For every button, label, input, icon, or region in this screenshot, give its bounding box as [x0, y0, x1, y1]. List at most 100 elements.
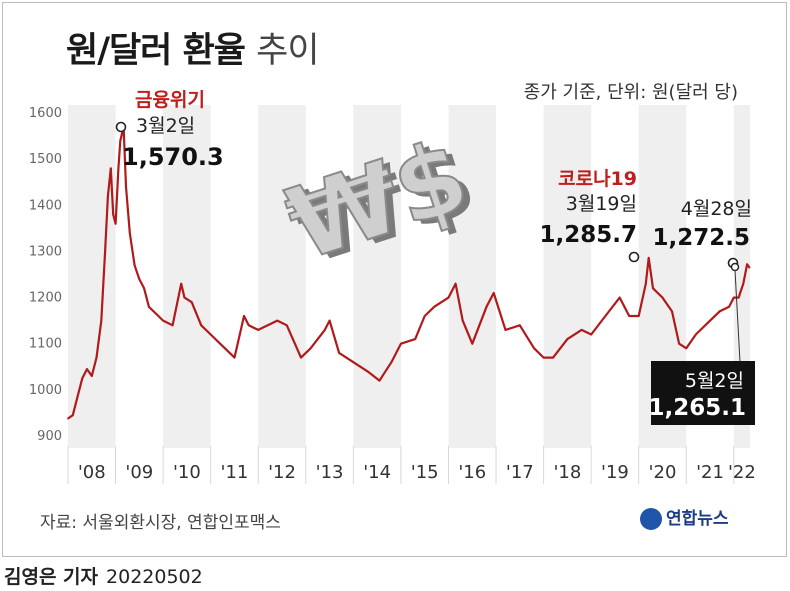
data-point — [125, 185, 127, 188]
data-point — [732, 296, 735, 299]
reporter-line: 김영은 기자 20220502 — [4, 562, 203, 589]
data-point — [454, 282, 457, 285]
yonhap-logo: 연합뉴스 — [640, 504, 729, 530]
x-tick-label: '17 — [506, 462, 534, 483]
annotation-corona-date: 3월19일 — [566, 193, 637, 215]
x-tick-label: '08 — [78, 462, 106, 483]
data-point — [209, 333, 212, 336]
y-tick-label: 1600 — [29, 106, 62, 121]
data-point — [233, 356, 236, 359]
data-point — [243, 315, 245, 317]
year-band — [543, 105, 592, 448]
data-point — [748, 266, 751, 269]
y-tick-label: 1200 — [29, 291, 62, 306]
page-title: 원/달러 환율 추이 — [66, 22, 320, 73]
x-tick-label: '21 — [696, 462, 724, 483]
data-point — [323, 329, 326, 331]
data-point — [200, 324, 203, 327]
x-tick-label: '10 — [173, 462, 201, 483]
data-point — [143, 287, 146, 290]
data-point — [492, 292, 495, 294]
x-tick-label: '14 — [363, 462, 391, 483]
marker-latest — [730, 262, 740, 272]
data-point — [90, 375, 93, 377]
data-point — [737, 296, 740, 299]
x-tick-label: '16 — [458, 462, 486, 483]
data-point — [471, 342, 474, 345]
data-point — [152, 310, 155, 313]
data-point — [71, 414, 74, 417]
data-point — [162, 319, 165, 322]
y-tick-label: 1000 — [29, 383, 62, 398]
publish-date: 20220502 — [106, 566, 203, 588]
data-point — [86, 368, 88, 370]
y-axis: 900 1000 1100 1200 1300 1400 1500 1600 — [29, 106, 62, 444]
data-point — [400, 342, 402, 345]
data-point — [95, 356, 98, 359]
year-band — [353, 105, 401, 448]
data-point — [138, 278, 141, 280]
data-point — [157, 315, 160, 317]
data-point — [171, 324, 174, 327]
data-point — [414, 338, 417, 340]
data-point — [433, 305, 436, 308]
data-point — [644, 282, 647, 285]
peak-marker-crisis — [115, 121, 127, 133]
data-point — [81, 377, 84, 380]
data-point — [224, 347, 226, 350]
data-point — [652, 287, 654, 290]
latest-leader-line — [734, 269, 741, 363]
data-point — [109, 167, 112, 170]
data-point — [133, 264, 136, 267]
data-point — [485, 305, 488, 308]
x-tick-label: '09 — [125, 462, 153, 483]
latest-value-box — [651, 361, 755, 425]
annotation-latest-date: 5월2일 — [685, 370, 744, 392]
data-point — [709, 319, 711, 322]
y-tick-label: 1500 — [29, 152, 62, 167]
data-point — [518, 324, 521, 327]
x-tick-label: '20 — [649, 462, 677, 483]
data-point — [542, 356, 545, 359]
data-point — [685, 347, 688, 350]
data-point — [604, 315, 607, 317]
data-point — [114, 222, 117, 225]
reporter-name: 김영은 기자 — [4, 566, 99, 588]
x-tick-label: '18 — [553, 462, 581, 483]
year-band — [163, 105, 211, 448]
data-point — [637, 315, 640, 317]
data-point — [352, 361, 355, 364]
y-tick-label: 1400 — [29, 198, 62, 213]
data-point — [117, 167, 120, 170]
data-point — [366, 370, 369, 373]
year-band — [258, 105, 306, 448]
x-tick-label: '15 — [411, 462, 439, 483]
data-point — [104, 250, 106, 253]
y-tick-label: 1100 — [29, 337, 62, 352]
x-tick-label: '12 — [268, 462, 296, 483]
data-point — [180, 282, 183, 285]
data-point — [580, 329, 583, 331]
data-point — [100, 319, 103, 322]
y-tick-label: 1300 — [29, 244, 62, 259]
year-band — [68, 105, 116, 448]
x-tick-label: '13 — [316, 462, 344, 483]
x-axis: '08 '09 '10 '11 '12 '13 '14 '15 '16 '17 '18 '19 '20 '… — [67, 446, 756, 484]
y-tick-label: 900 — [37, 429, 62, 444]
annotation-corona-value: 1,285.7 — [540, 222, 638, 248]
data-point — [746, 263, 748, 266]
data-points — [67, 125, 751, 420]
data-point — [678, 342, 680, 345]
data-point — [718, 310, 721, 313]
title-main: 원/달러 환율 — [66, 31, 246, 71]
yonhap-logo-icon — [640, 508, 662, 530]
data-point — [128, 232, 131, 234]
data-point — [247, 324, 250, 327]
data-point — [328, 319, 331, 322]
data-point — [300, 356, 302, 359]
data-point — [742, 282, 745, 285]
title-suffix: 추이 — [256, 31, 319, 71]
data-point — [694, 333, 697, 336]
logo-text: 연합뉴스 — [666, 509, 729, 529]
annotation-crisis-label: 금융위기 — [135, 89, 205, 111]
